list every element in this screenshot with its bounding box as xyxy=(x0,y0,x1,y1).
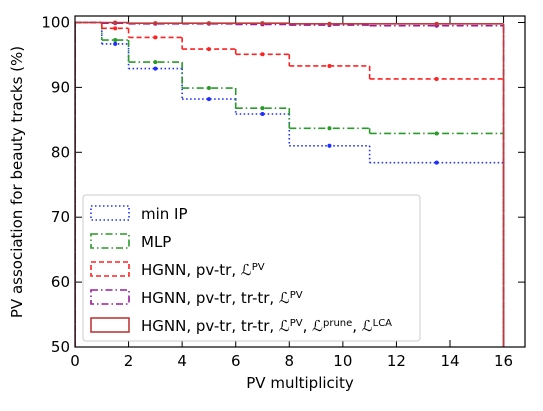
y-tick-label: 70 xyxy=(51,208,70,226)
legend-label: min IP xyxy=(141,205,188,223)
legend-label-part: HGNN, pv-tr, ℒ xyxy=(141,261,252,279)
legend-label-part: , ℒ xyxy=(352,317,372,335)
marker xyxy=(206,97,211,102)
legend-label-part: , ℒ xyxy=(303,317,323,335)
y-tick-label: 80 xyxy=(51,143,70,161)
marker xyxy=(153,35,158,40)
marker xyxy=(434,131,439,136)
marker xyxy=(153,60,158,65)
y-tick-label: 100 xyxy=(41,13,70,31)
legend-swatch xyxy=(90,233,130,249)
marker xyxy=(206,47,211,52)
marker xyxy=(113,41,118,46)
marker xyxy=(113,26,118,31)
legend-label: HGNN, pv-tr, tr-tr, ℒPV, ℒprune, ℒLCA xyxy=(141,317,392,335)
marker xyxy=(260,21,265,26)
legend-swatch xyxy=(90,289,130,305)
legend-label-part: LCA xyxy=(373,318,393,329)
x-tick-label: 8 xyxy=(285,352,295,370)
x-axis-label: PV multiplicity xyxy=(246,374,354,392)
marker xyxy=(327,126,332,131)
legend-label-part: PV xyxy=(252,262,265,273)
legend-label-part: PV xyxy=(290,290,303,301)
marker xyxy=(206,21,211,26)
legend-label-part: HGNN, pv-tr, tr-tr, ℒ xyxy=(141,317,290,335)
marker xyxy=(113,20,118,25)
legend-label-part: MLP xyxy=(141,233,171,251)
x-tick-label: 10 xyxy=(333,352,352,370)
legend-label-part: prune xyxy=(323,318,352,329)
legend-box xyxy=(82,194,421,342)
x-tick-label: 2 xyxy=(124,352,134,370)
legend-swatch xyxy=(90,261,130,277)
marker xyxy=(327,143,332,148)
y-tick-label: 60 xyxy=(51,273,70,291)
x-tick-label: 16 xyxy=(494,352,513,370)
legend-label: MLP xyxy=(141,233,171,251)
marker xyxy=(153,21,158,26)
marker xyxy=(260,52,265,57)
legend-label-part: min IP xyxy=(141,205,188,223)
x-tick-label: 6 xyxy=(231,352,241,370)
marker xyxy=(434,76,439,81)
x-tick-label: 4 xyxy=(177,352,187,370)
plot-frame xyxy=(74,15,526,348)
marker xyxy=(434,21,439,26)
legend-swatch xyxy=(90,317,130,333)
marker xyxy=(327,21,332,26)
x-tick-label: 12 xyxy=(387,352,406,370)
legend-swatch xyxy=(90,205,130,221)
y-tick-label: 90 xyxy=(51,78,70,96)
legend-label: HGNN, pv-tr, ℒPV xyxy=(141,261,265,279)
marker xyxy=(434,160,439,165)
legend-label-part: HGNN, pv-tr, tr-tr, ℒ xyxy=(141,289,290,307)
legend-label: HGNN, pv-tr, tr-tr, ℒPV xyxy=(141,289,303,307)
marker xyxy=(260,112,265,117)
marker xyxy=(206,86,211,91)
x-tick-label: 0 xyxy=(70,352,80,370)
y-tick-label: 50 xyxy=(51,338,70,356)
legend-label-part: PV xyxy=(290,318,303,329)
marker xyxy=(327,63,332,68)
y-axis-label: PV association for beauty tracks (%) xyxy=(8,46,26,318)
marker xyxy=(153,66,158,71)
marker xyxy=(113,38,118,43)
marker xyxy=(260,106,265,111)
x-tick-label: 14 xyxy=(440,352,459,370)
